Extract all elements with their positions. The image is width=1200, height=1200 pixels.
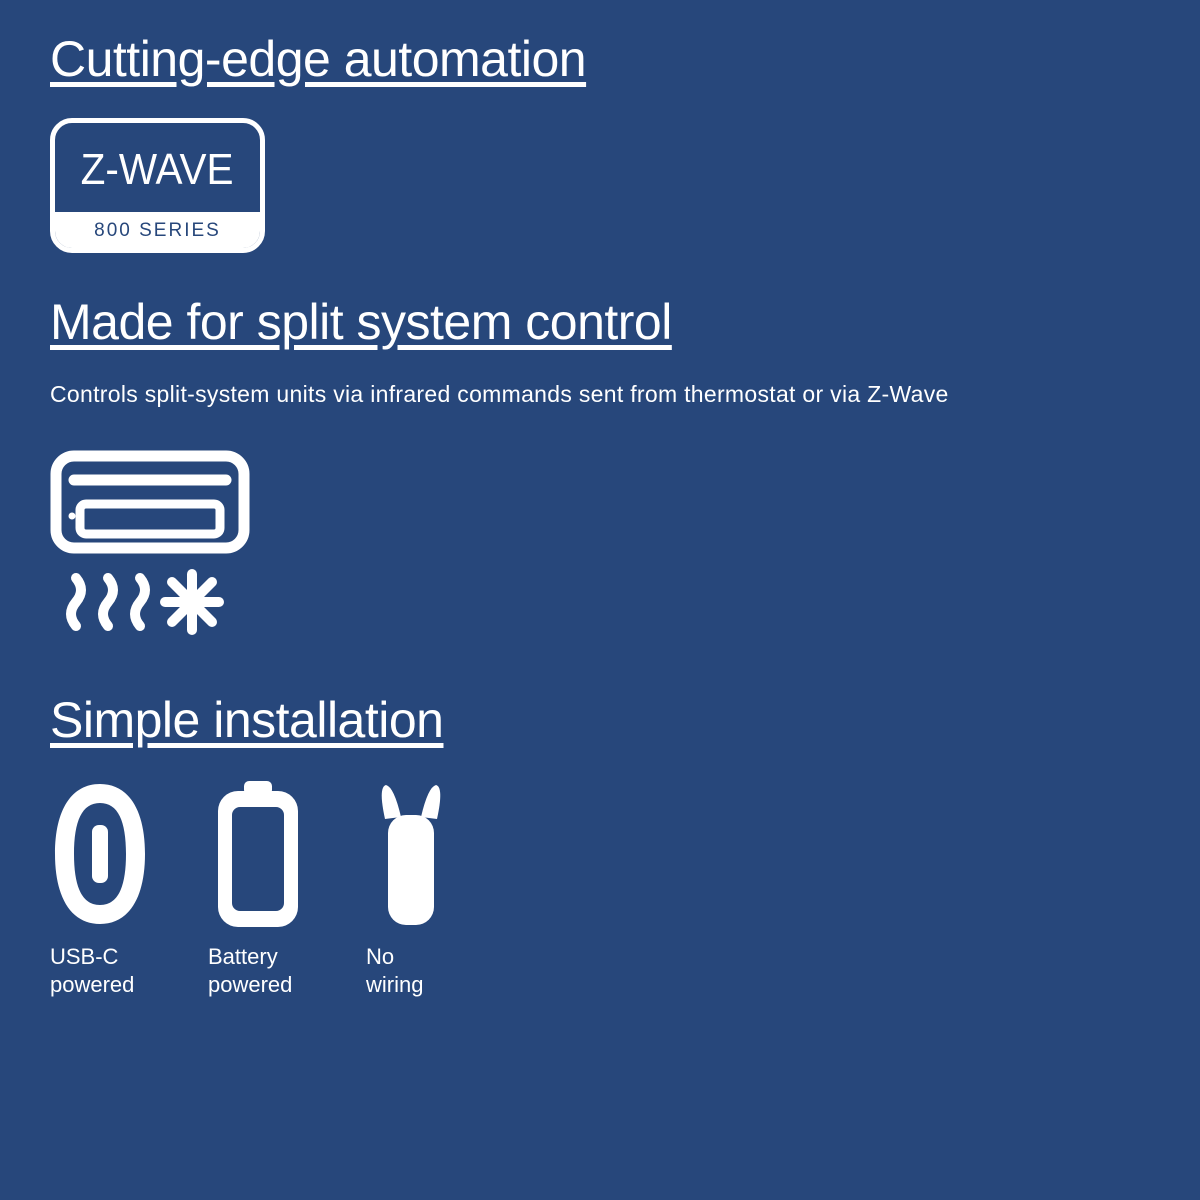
install-item-usb-c: USB-C powered: [50, 779, 150, 998]
split-system-description: Controls split-system units via infrared…: [50, 381, 1150, 408]
install-label-no-wiring: No wiring: [366, 943, 423, 998]
battery-icon: [208, 779, 308, 929]
install-label-battery: Battery powered: [208, 943, 292, 998]
heading-automation: Cutting-edge automation: [50, 30, 1150, 88]
zwave-badge-series: 800 SERIES: [55, 212, 260, 248]
heading-split-system: Made for split system control: [50, 293, 1150, 351]
zwave-800-badge: Z-WAVE 800 SERIES: [50, 118, 265, 253]
zwave-badge-top: Z-WAVE: [55, 123, 260, 212]
install-item-no-wiring: No wiring: [366, 779, 456, 998]
split-system-ac-icon: [50, 450, 1150, 645]
install-item-battery: Battery powered: [208, 779, 308, 998]
usb-c-icon: [50, 779, 150, 929]
zwave-wordmark: Z-WAVE: [81, 145, 234, 195]
heading-installation: Simple installation: [50, 691, 1150, 749]
install-label-usb-c: USB-C powered: [50, 943, 134, 998]
no-wiring-icon: [366, 779, 456, 929]
installation-options-row: USB-C powered Battery powered No wiring: [50, 779, 1150, 998]
